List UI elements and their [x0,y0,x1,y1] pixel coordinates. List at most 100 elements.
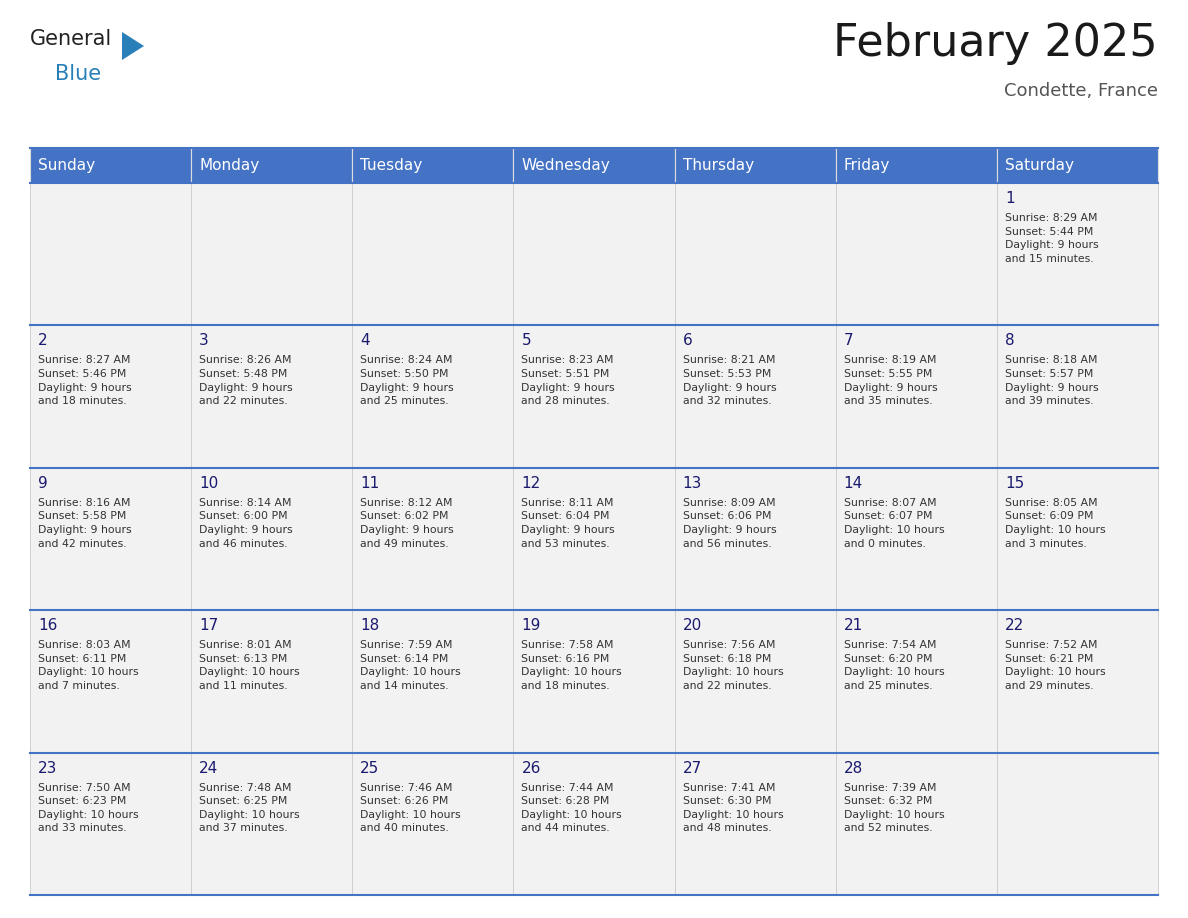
Text: 5: 5 [522,333,531,349]
Bar [513,325,675,468]
Text: Sunrise: 8:05 AM
Sunset: 6:09 PM
Daylight: 10 hours
and 3 minutes.: Sunrise: 8:05 AM Sunset: 6:09 PM Dayligh… [1005,498,1106,549]
Bar [835,468,997,610]
Bar [997,148,1158,183]
Bar [675,325,835,468]
Text: Monday: Monday [200,158,259,173]
Bar [30,183,191,325]
Bar [835,325,997,468]
Text: Sunday: Sunday [38,158,95,173]
Bar [675,468,835,610]
Bar [513,610,675,753]
Text: Sunrise: 7:44 AM
Sunset: 6:28 PM
Daylight: 10 hours
and 44 minutes.: Sunrise: 7:44 AM Sunset: 6:28 PM Dayligh… [522,783,623,834]
Text: Sunrise: 8:09 AM
Sunset: 6:06 PM
Daylight: 9 hours
and 56 minutes.: Sunrise: 8:09 AM Sunset: 6:06 PM Dayligh… [683,498,776,549]
Text: Sunrise: 8:24 AM
Sunset: 5:50 PM
Daylight: 9 hours
and 25 minutes.: Sunrise: 8:24 AM Sunset: 5:50 PM Dayligh… [360,355,454,406]
Text: 23: 23 [38,761,57,776]
Text: 12: 12 [522,476,541,491]
Text: 9: 9 [38,476,48,491]
Text: Sunrise: 8:27 AM
Sunset: 5:46 PM
Daylight: 9 hours
and 18 minutes.: Sunrise: 8:27 AM Sunset: 5:46 PM Dayligh… [38,355,132,406]
Bar [30,325,191,468]
Bar [353,610,513,753]
Text: Sunrise: 7:54 AM
Sunset: 6:20 PM
Daylight: 10 hours
and 25 minutes.: Sunrise: 7:54 AM Sunset: 6:20 PM Dayligh… [843,640,944,691]
Bar [675,610,835,753]
Text: 16: 16 [38,618,57,633]
Bar [997,753,1158,895]
Bar [353,468,513,610]
Text: Sunrise: 7:39 AM
Sunset: 6:32 PM
Daylight: 10 hours
and 52 minutes.: Sunrise: 7:39 AM Sunset: 6:32 PM Dayligh… [843,783,944,834]
Bar [675,148,835,183]
Bar [835,183,997,325]
Text: 25: 25 [360,761,379,776]
Bar [513,148,675,183]
Bar [675,753,835,895]
Bar [191,753,353,895]
Text: 11: 11 [360,476,379,491]
Text: 20: 20 [683,618,702,633]
Bar [30,610,191,753]
Bar [997,468,1158,610]
Text: Sunrise: 7:56 AM
Sunset: 6:18 PM
Daylight: 10 hours
and 22 minutes.: Sunrise: 7:56 AM Sunset: 6:18 PM Dayligh… [683,640,783,691]
Text: 2: 2 [38,333,48,349]
Text: 8: 8 [1005,333,1015,349]
Text: 6: 6 [683,333,693,349]
Text: Friday: Friday [843,158,890,173]
Text: 14: 14 [843,476,862,491]
Bar [513,753,675,895]
Text: Saturday: Saturday [1005,158,1074,173]
Text: Sunrise: 8:19 AM
Sunset: 5:55 PM
Daylight: 9 hours
and 35 minutes.: Sunrise: 8:19 AM Sunset: 5:55 PM Dayligh… [843,355,937,406]
Bar [997,325,1158,468]
Text: Sunrise: 7:52 AM
Sunset: 6:21 PM
Daylight: 10 hours
and 29 minutes.: Sunrise: 7:52 AM Sunset: 6:21 PM Dayligh… [1005,640,1106,691]
Text: General: General [30,29,112,49]
Text: February 2025: February 2025 [833,22,1158,65]
Bar [675,183,835,325]
Text: Sunrise: 7:48 AM
Sunset: 6:25 PM
Daylight: 10 hours
and 37 minutes.: Sunrise: 7:48 AM Sunset: 6:25 PM Dayligh… [200,783,299,834]
Bar [997,610,1158,753]
Text: Sunrise: 7:41 AM
Sunset: 6:30 PM
Daylight: 10 hours
and 48 minutes.: Sunrise: 7:41 AM Sunset: 6:30 PM Dayligh… [683,783,783,834]
Text: Condette, France: Condette, France [1004,82,1158,100]
Bar [191,468,353,610]
Text: 4: 4 [360,333,369,349]
Text: 13: 13 [683,476,702,491]
Text: 17: 17 [200,618,219,633]
Bar [191,148,353,183]
Text: 18: 18 [360,618,379,633]
Text: Sunrise: 8:14 AM
Sunset: 6:00 PM
Daylight: 9 hours
and 46 minutes.: Sunrise: 8:14 AM Sunset: 6:00 PM Dayligh… [200,498,292,549]
Bar [30,753,191,895]
Bar [513,183,675,325]
Text: 26: 26 [522,761,541,776]
Bar [30,148,191,183]
Text: 27: 27 [683,761,702,776]
Text: Sunrise: 8:23 AM
Sunset: 5:51 PM
Daylight: 9 hours
and 28 minutes.: Sunrise: 8:23 AM Sunset: 5:51 PM Dayligh… [522,355,615,406]
Text: 24: 24 [200,761,219,776]
Bar [191,610,353,753]
Text: 21: 21 [843,618,862,633]
Text: Sunrise: 7:50 AM
Sunset: 6:23 PM
Daylight: 10 hours
and 33 minutes.: Sunrise: 7:50 AM Sunset: 6:23 PM Dayligh… [38,783,139,834]
Text: Sunrise: 8:16 AM
Sunset: 5:58 PM
Daylight: 9 hours
and 42 minutes.: Sunrise: 8:16 AM Sunset: 5:58 PM Dayligh… [38,498,132,549]
Bar [191,325,353,468]
Text: 19: 19 [522,618,541,633]
Text: Sunrise: 8:18 AM
Sunset: 5:57 PM
Daylight: 9 hours
and 39 minutes.: Sunrise: 8:18 AM Sunset: 5:57 PM Dayligh… [1005,355,1099,406]
Text: Sunrise: 7:46 AM
Sunset: 6:26 PM
Daylight: 10 hours
and 40 minutes.: Sunrise: 7:46 AM Sunset: 6:26 PM Dayligh… [360,783,461,834]
Bar [835,148,997,183]
Text: Sunrise: 8:12 AM
Sunset: 6:02 PM
Daylight: 9 hours
and 49 minutes.: Sunrise: 8:12 AM Sunset: 6:02 PM Dayligh… [360,498,454,549]
Bar [353,753,513,895]
Bar [30,468,191,610]
Text: Sunrise: 8:29 AM
Sunset: 5:44 PM
Daylight: 9 hours
and 15 minutes.: Sunrise: 8:29 AM Sunset: 5:44 PM Dayligh… [1005,213,1099,263]
Text: 15: 15 [1005,476,1024,491]
Text: Wednesday: Wednesday [522,158,611,173]
Text: Tuesday: Tuesday [360,158,423,173]
Text: Thursday: Thursday [683,158,753,173]
Bar [997,183,1158,325]
Text: 28: 28 [843,761,862,776]
Text: 22: 22 [1005,618,1024,633]
Bar [191,183,353,325]
Text: Sunrise: 8:01 AM
Sunset: 6:13 PM
Daylight: 10 hours
and 11 minutes.: Sunrise: 8:01 AM Sunset: 6:13 PM Dayligh… [200,640,299,691]
Text: Sunrise: 8:07 AM
Sunset: 6:07 PM
Daylight: 10 hours
and 0 minutes.: Sunrise: 8:07 AM Sunset: 6:07 PM Dayligh… [843,498,944,549]
Text: Sunrise: 7:58 AM
Sunset: 6:16 PM
Daylight: 10 hours
and 18 minutes.: Sunrise: 7:58 AM Sunset: 6:16 PM Dayligh… [522,640,623,691]
Text: 1: 1 [1005,191,1015,206]
Text: Sunrise: 8:03 AM
Sunset: 6:11 PM
Daylight: 10 hours
and 7 minutes.: Sunrise: 8:03 AM Sunset: 6:11 PM Dayligh… [38,640,139,691]
Text: 7: 7 [843,333,853,349]
Text: Sunrise: 8:26 AM
Sunset: 5:48 PM
Daylight: 9 hours
and 22 minutes.: Sunrise: 8:26 AM Sunset: 5:48 PM Dayligh… [200,355,292,406]
Text: Sunrise: 8:11 AM
Sunset: 6:04 PM
Daylight: 9 hours
and 53 minutes.: Sunrise: 8:11 AM Sunset: 6:04 PM Dayligh… [522,498,615,549]
Bar [835,610,997,753]
Bar [513,468,675,610]
